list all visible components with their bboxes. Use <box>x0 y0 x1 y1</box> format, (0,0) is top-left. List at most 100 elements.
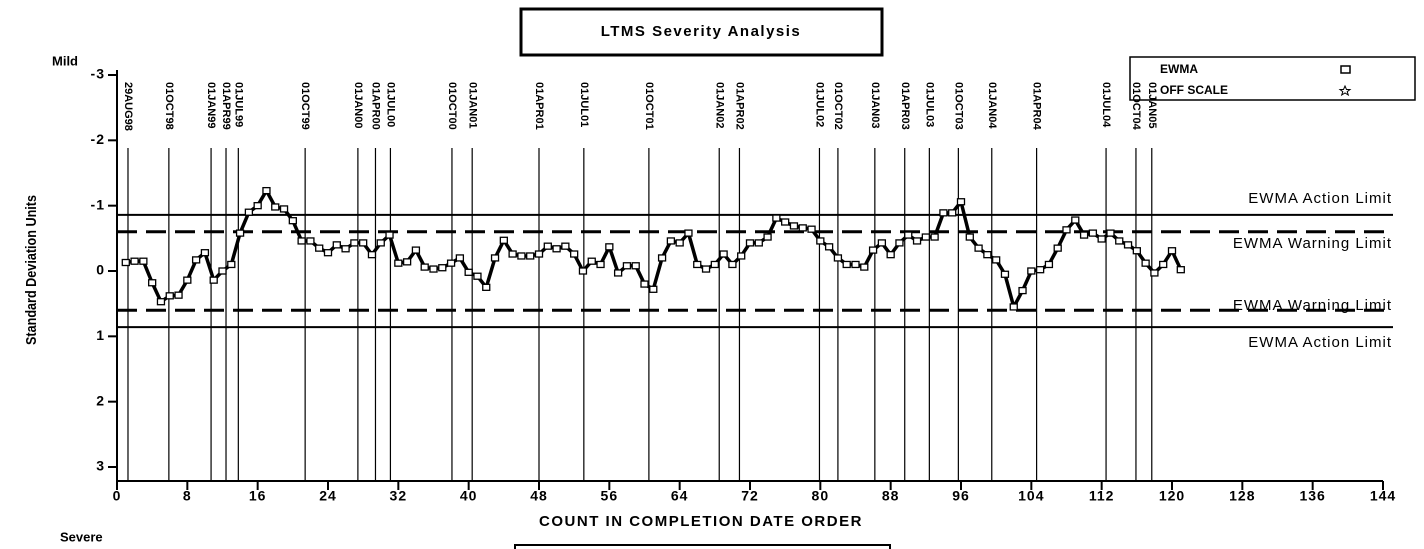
data-point <box>921 233 930 241</box>
date-label: 01APR00 <box>370 82 382 130</box>
data-point <box>1150 269 1159 277</box>
date-label: 01APR02 <box>734 82 746 130</box>
data-point <box>1115 237 1124 245</box>
date-label: 01OCT04 <box>1130 82 1142 131</box>
date-label: 01OCT00 <box>446 82 458 130</box>
limit-label: EWMA Warning Limit <box>1233 297 1392 314</box>
data-point <box>877 239 887 247</box>
data-point <box>543 242 552 250</box>
x-tick-label: 24 <box>319 488 337 504</box>
data-point <box>482 283 491 291</box>
data-point <box>209 276 218 284</box>
x-tick-label: 56 <box>601 488 619 504</box>
x-tick-label: 80 <box>812 488 830 504</box>
data-point <box>191 256 201 264</box>
x-axis-label: COUNT IN COMPLETION DATE ORDER <box>539 513 863 530</box>
date-label: 01OCT01 <box>643 82 655 130</box>
data-point <box>860 263 869 271</box>
legend-label: OFF SCALE <box>1160 83 1228 97</box>
data-point <box>992 256 1001 264</box>
date-label: 01JUL00 <box>385 82 397 127</box>
data-point <box>781 218 790 226</box>
x-tick-label: 8 <box>183 488 192 504</box>
x-tick-label: 144 <box>1370 488 1396 504</box>
data-point <box>578 267 588 275</box>
data-point <box>772 214 781 222</box>
data-point <box>385 231 394 239</box>
data-point <box>719 250 728 258</box>
date-label: 01JAN05 <box>1146 82 1158 128</box>
date-label: 01JAN02 <box>713 82 725 128</box>
data-point <box>438 264 447 272</box>
x-tick-label: 48 <box>530 488 548 504</box>
data-point <box>253 202 262 210</box>
data-point <box>1132 247 1141 255</box>
data-point <box>745 239 755 247</box>
data-point <box>165 292 174 300</box>
data-point <box>315 244 324 252</box>
data-point <box>939 209 948 217</box>
data-point <box>341 245 350 253</box>
data-point <box>200 249 210 257</box>
data-point <box>789 222 799 230</box>
data-point <box>552 245 561 253</box>
data-point <box>1106 229 1115 237</box>
data-point <box>130 257 139 265</box>
date-label: 01JAN01 <box>466 82 478 128</box>
data-point <box>508 250 517 258</box>
data-point <box>332 241 341 249</box>
data-point <box>763 233 772 241</box>
data-point <box>279 205 289 213</box>
top-note: Mild <box>52 53 78 68</box>
data-point <box>965 233 974 241</box>
data-point <box>1044 260 1054 269</box>
data-point <box>1141 259 1150 267</box>
title-box <box>519 7 884 57</box>
data-point <box>666 237 676 245</box>
x-tick-label: 96 <box>952 488 970 504</box>
data-point <box>490 254 500 262</box>
y-axis-label: Standard Deviation Units <box>23 195 40 345</box>
data-point <box>446 259 456 267</box>
data-point <box>675 239 684 247</box>
data-point <box>904 231 913 239</box>
legend-symbol <box>1338 84 1352 97</box>
legend-symbol <box>1340 65 1351 74</box>
data-point <box>1071 216 1080 224</box>
data-point <box>657 254 667 262</box>
legend-label: EWMA <box>1160 62 1198 76</box>
data-point <box>622 262 632 270</box>
data-point <box>737 252 746 260</box>
data-point <box>1018 286 1027 295</box>
x-tick-label: 88 <box>882 488 900 504</box>
data-point <box>807 225 816 233</box>
data-point <box>851 260 860 269</box>
data-point <box>596 260 605 269</box>
date-label: 01JUL02 <box>814 82 826 127</box>
date-label: 01OCT99 <box>299 82 311 130</box>
date-label: 01JAN03 <box>869 82 881 128</box>
data-point <box>367 251 377 259</box>
data-point <box>1123 241 1133 249</box>
data-point <box>297 237 306 245</box>
data-point <box>1097 235 1106 243</box>
data-point <box>930 233 939 241</box>
data-point <box>420 263 429 271</box>
data-point <box>1035 266 1045 274</box>
data-point <box>156 298 166 306</box>
limit-label: EWMA Action Limit <box>1248 334 1392 351</box>
data-point <box>640 280 649 288</box>
data-point <box>402 258 412 266</box>
x-tick-label: 120 <box>1159 488 1185 504</box>
data-point <box>974 244 983 252</box>
x-tick-label: 16 <box>249 488 267 504</box>
data-point <box>587 257 596 265</box>
data-point <box>1167 247 1177 255</box>
y-tick-label: -2 <box>91 131 105 147</box>
data-point <box>121 258 130 267</box>
date-label: 01APR01 <box>533 82 545 130</box>
data-point <box>1062 226 1071 234</box>
y-tick-label: -3 <box>91 66 105 82</box>
y-tick-label: 3 <box>96 458 105 474</box>
